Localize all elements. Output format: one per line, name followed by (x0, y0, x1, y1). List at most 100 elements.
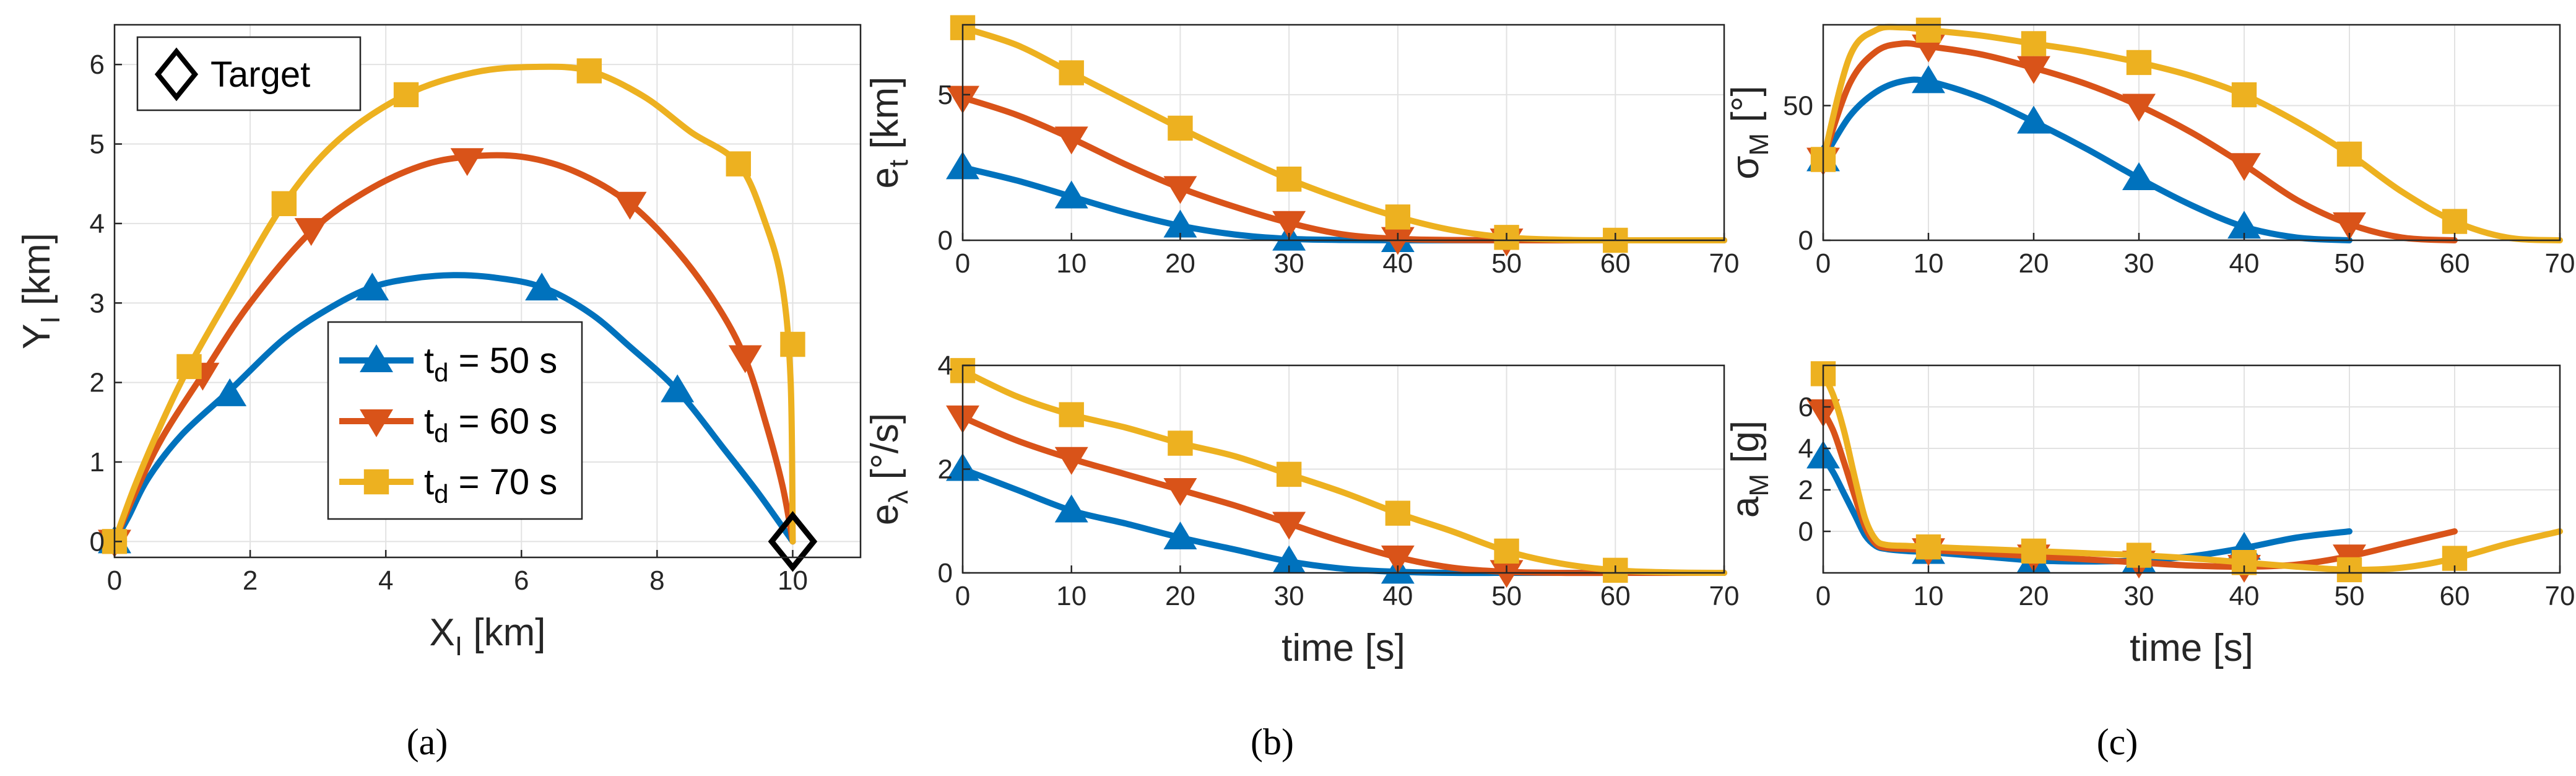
series-marker-c1-0 (2017, 105, 2050, 134)
y-tick-label: 3 (90, 288, 105, 318)
x-tick-label: 20 (1165, 581, 1195, 611)
x-tick-label: 10 (1914, 248, 1944, 279)
x-tick-label: 20 (2019, 248, 2049, 279)
panel-c-acceleration: 0 10 20 30 40 50 60 70 0 2 4 6 time [s] aM [g] (1724, 361, 2575, 669)
series-marker-b2-2 (1494, 538, 1519, 564)
series-marker-b2-2 (1059, 402, 1084, 427)
series-marker-c1-2 (2336, 141, 2362, 167)
series-line-c2-2 (1820, 370, 2563, 573)
x-axis-label-c2: time [s] (2130, 627, 2253, 669)
y-tick-label: 0 (1798, 225, 1813, 256)
series-line-a-0 (111, 272, 796, 545)
x-tick-label: 0 (1816, 581, 1831, 611)
series-marker-a-2 (176, 354, 202, 380)
series-marker-b2-2 (1276, 461, 1302, 487)
series-marker-c2-2 (2126, 543, 2152, 568)
y-tick-label: 2 (938, 455, 953, 485)
series-marker-a-2 (271, 191, 297, 217)
caption-a: (a) (407, 722, 448, 762)
x-tick-label: 0 (107, 565, 122, 596)
y-tick-label: 2 (1798, 475, 1813, 505)
series-line-c1-1 (1820, 40, 2458, 243)
series-marker-c1-0 (1912, 65, 1945, 94)
x-tick-label: 70 (2545, 248, 2575, 279)
legend-label-0: td = 50 s (424, 341, 557, 387)
x-tick-label: 10 (778, 565, 808, 596)
series-marker-c1-1 (2227, 153, 2261, 181)
x-tick-label: 0 (955, 581, 970, 611)
y-tick-label: 5 (938, 80, 953, 110)
series-marker-c2-2 (1915, 534, 1941, 560)
target-legend: Target (136, 36, 362, 111)
y-tick-label: 1 (90, 447, 105, 477)
series-marker-b1-1 (1054, 126, 1088, 155)
y-tick-label: 4 (1798, 434, 1813, 464)
x-tick-label: 20 (1165, 248, 1195, 279)
series-marker-c1-2 (2126, 50, 2152, 76)
x-tick-label: 50 (1491, 581, 1522, 611)
y-axis-label-c1: σM [°] (1724, 85, 1774, 179)
x-tick-label: 4 (378, 565, 393, 596)
x-tick-label: 0 (955, 248, 970, 279)
x-tick-label: 6 (514, 565, 529, 596)
y-tick-label: 0 (90, 526, 105, 557)
series-marker-c1-2 (2442, 209, 2468, 234)
y-tick-label: 0 (1798, 517, 1813, 547)
y-tick-label: 4 (90, 209, 105, 239)
series-marker-a-1 (728, 345, 762, 373)
x-tick-label: 70 (1709, 248, 1740, 279)
x-tick-label: 70 (2545, 581, 2575, 611)
y-axis-label-c2: aM [g] (1724, 421, 1774, 518)
series-marker-a-1 (450, 148, 484, 177)
series-marker-b1-1 (1272, 211, 1306, 239)
series-marker-b1-2 (1385, 204, 1411, 230)
legend-label-2: td = 70 s (424, 462, 557, 508)
x-tick-label: 8 (649, 565, 664, 596)
series-marker-c2-2 (2442, 546, 2468, 571)
x-tick-label: 30 (1274, 248, 1304, 279)
y-tick-label: 50 (1783, 91, 1813, 121)
panel-c-lead-angle: 0 10 20 30 40 50 60 70 0 50 σM [°] (1724, 17, 2575, 279)
panel-b-los-rate-error: 0 10 20 30 40 50 60 70 0 2 4 time [s] eλ [°/s] (864, 351, 1739, 669)
x-tick-label: 50 (2335, 248, 2365, 279)
caption-c: (c) (2097, 722, 2138, 762)
series-marker-c1-0 (2122, 162, 2156, 190)
x-tick-label: 0 (1816, 248, 1831, 279)
series-marker-c1-1 (2122, 94, 2156, 122)
x-tick-label: 40 (1382, 248, 1413, 279)
series-marker-b1-2 (1168, 115, 1193, 141)
axes-frame-c2 (1822, 364, 2561, 574)
series-marker-c1-1 (2017, 56, 2050, 84)
series-marker-c1-2 (1915, 17, 1941, 43)
series-marker-c2-2 (2021, 538, 2047, 564)
series-marker-b1-2 (1276, 167, 1302, 192)
series-marker-a-2 (393, 82, 419, 108)
series-marker-a-0 (355, 272, 389, 301)
target-legend-label: Target (210, 54, 310, 95)
x-tick-label: 20 (2019, 581, 2049, 611)
series-marker-a-0 (213, 378, 247, 406)
y-tick-label: 0 (938, 558, 953, 588)
x-tick-label: 60 (2440, 248, 2470, 279)
x-tick-label: 40 (2229, 248, 2260, 279)
x-tick-label: 30 (1274, 581, 1304, 611)
y-tick-label: 6 (90, 50, 105, 80)
y-tick-label: 6 (1798, 392, 1813, 422)
series-marker-c1-1 (2333, 212, 2366, 240)
series-marker-b2-1 (1163, 478, 1197, 506)
x-tick-label: 10 (1056, 581, 1086, 611)
series-marker-c1-2 (2231, 82, 2257, 108)
legend-marker-2 (363, 469, 389, 495)
series-marker-a-2 (780, 331, 805, 357)
series-marker-b2-1 (1381, 545, 1415, 573)
x-tick-label: 60 (2440, 581, 2470, 611)
y-axis-label-b1: et [km] (864, 76, 914, 188)
series-marker-b1-1 (1163, 176, 1197, 204)
x-tick-label: 40 (1382, 581, 1413, 611)
x-tick-label: 10 (1914, 581, 1944, 611)
target-diamond-icon (154, 47, 199, 102)
series-marker-a-2 (576, 58, 602, 84)
series-marker-b2-1 (1272, 512, 1306, 540)
series-marker-b2-1 (1054, 447, 1088, 475)
